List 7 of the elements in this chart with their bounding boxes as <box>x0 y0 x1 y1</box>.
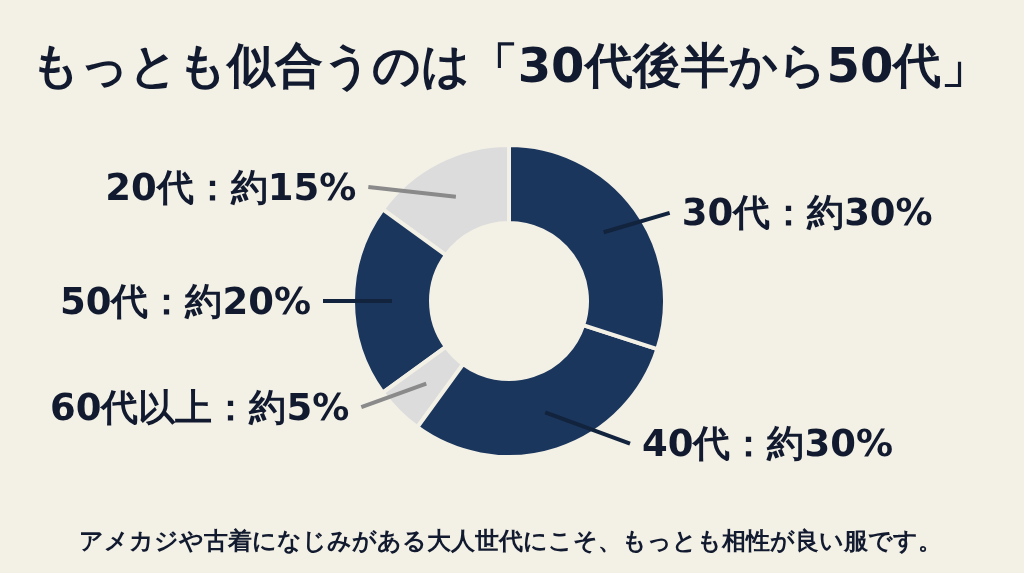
slice-label: 40代：約30% <box>642 422 894 466</box>
slice-label: 20代：約15% <box>105 165 357 209</box>
slice-label: 60代以上：約5% <box>49 385 350 429</box>
slice-label: 50代：約20% <box>59 279 311 323</box>
slice-label: 30代：約30% <box>681 191 933 235</box>
text: アメカジや古着になじみがある大人世代にこそ、もっとも相性が良い服です。 <box>78 527 942 555</box>
chart-title: もっとも似合うのは「30代後半から50代」 <box>30 37 990 93</box>
